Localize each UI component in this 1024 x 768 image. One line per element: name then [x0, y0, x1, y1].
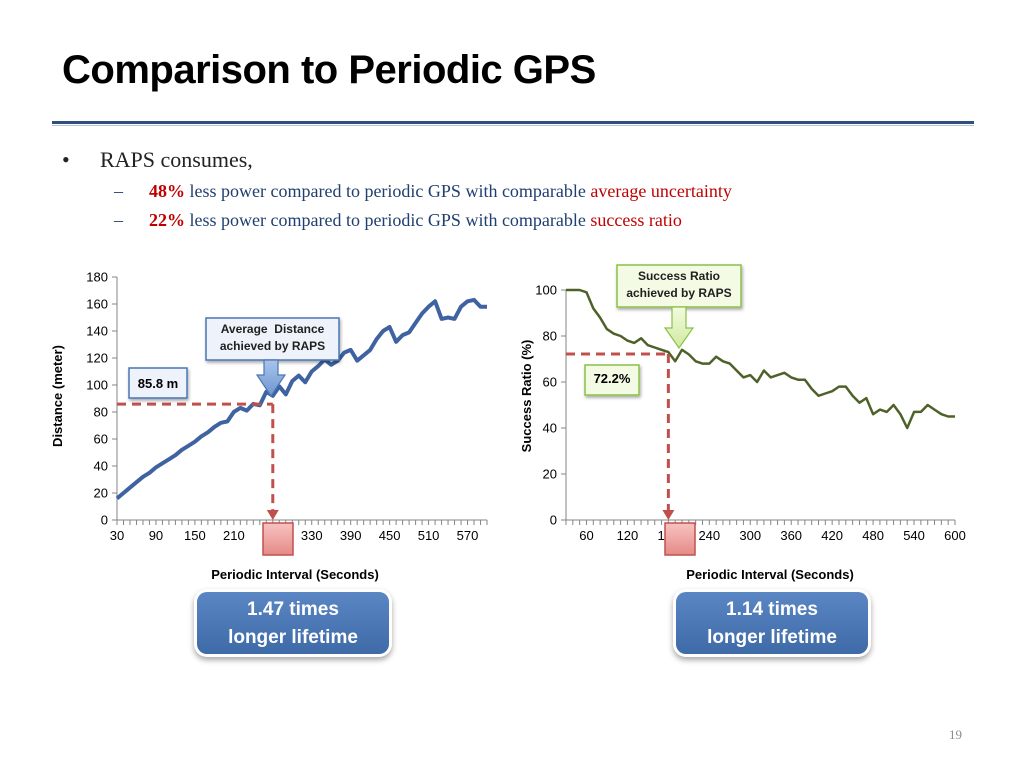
- left-chart-xlabel: Periodic Interval (Seconds): [211, 567, 379, 582]
- y-tick-label: 20: [543, 467, 557, 482]
- left-value-box: [128, 367, 188, 399]
- x-tick-label: 120: [617, 528, 639, 543]
- y-tick-label: 60: [543, 375, 557, 390]
- right-tick-highlight-box: [664, 522, 696, 556]
- y-tick-label: 60: [94, 432, 108, 447]
- sub-bullet-2-pct: 22%: [149, 210, 185, 230]
- dash-icon: –: [114, 181, 123, 201]
- sub-bullet-2-highlight: success ratio: [590, 210, 682, 230]
- left-callout-text: Average Distance achieved by RAPS: [219, 322, 328, 353]
- right-chart: 0204060801006012018024030036042048054060…: [519, 264, 966, 582]
- x-tick-label: 570: [457, 528, 479, 543]
- right-chart-axes: [561, 289, 956, 525]
- left-lifetime-line2: longer lifetime: [228, 627, 358, 648]
- l-arrowhead-icon: [266, 510, 279, 520]
- x-tick-label: 480: [862, 528, 884, 543]
- right-chart-xlabel: Periodic Interval (Seconds): [686, 567, 854, 582]
- title-rule-light: [52, 125, 974, 126]
- x-tick-label: 330: [301, 528, 323, 543]
- left-tick-highlight-box: [262, 522, 294, 556]
- bullet-dot: •: [62, 147, 70, 172]
- x-tick-label: 360: [780, 528, 802, 543]
- left-value-label: 85.8 m: [128, 367, 188, 399]
- r-arrowhead-icon: [662, 510, 675, 520]
- left-lifetime-line1: 1.47 times: [247, 599, 339, 620]
- right-callout-text: Success Ratio achieved by RAPS: [626, 269, 732, 300]
- x-tick-label: 90: [149, 528, 163, 543]
- y-tick-label: 20: [94, 486, 108, 501]
- y-tick-label: 100: [535, 283, 557, 298]
- left-chart-series-line: [115, 297, 487, 500]
- sub-bullet-1: – 48% less power compared to periodic GPS…: [62, 181, 732, 202]
- left-chart-marker: [117, 402, 279, 520]
- x-tick-label: 450: [379, 528, 401, 543]
- right-lifetime-badge: 1.14 times longer lifetime: [676, 592, 868, 654]
- slide-title: Comparison to Periodic GPS: [62, 48, 596, 92]
- left-callout-box: [205, 317, 340, 361]
- bullet-list: • RAPS consumes, – 48% less power compared…: [62, 147, 732, 231]
- left-callout-text-wrap: Average Distance achieved by RAPS: [219, 322, 328, 353]
- right-chart-series-line: [566, 288, 955, 430]
- y-tick-label: 40: [543, 421, 557, 436]
- right-value-box: [584, 364, 640, 396]
- left-value-text: 85.8 m: [138, 376, 178, 391]
- dash-icon: –: [114, 210, 123, 230]
- left-chart-ylabel: Distance (meter): [50, 345, 65, 447]
- x-tick-label: 60: [579, 528, 593, 543]
- bullet-main-text: RAPS consumes,: [100, 147, 253, 172]
- x-tick-label: 540: [903, 528, 925, 543]
- x-tick-label: 510: [418, 528, 440, 543]
- bullet-main: • RAPS consumes,: [62, 147, 732, 173]
- right-callout-arrow: [663, 306, 695, 350]
- sub-bullet-2-text: less power compared to periodic GPS with…: [189, 210, 591, 230]
- x-tick-label: 390: [340, 528, 362, 543]
- x-tick-label: 150: [184, 528, 206, 543]
- x-tick-label: 600: [944, 528, 966, 543]
- right-chart-ylabel: Success Ratio (%): [519, 340, 534, 453]
- left-chart-tick-labels: 0204060801001201401601803090150210270330…: [86, 270, 478, 544]
- y-tick-label: 120: [86, 351, 108, 366]
- right-lifetime-line2: longer lifetime: [707, 627, 837, 648]
- sub-bullet-1-text: less power compared to periodic GPS with…: [189, 181, 591, 201]
- y-tick-label: 140: [86, 324, 108, 339]
- y-tick-label: 0: [550, 513, 557, 528]
- left-lifetime-badge: 1.47 times longer lifetime: [197, 592, 389, 654]
- right-value-label: 72.2%: [584, 364, 640, 396]
- right-chart-marker: [566, 352, 675, 520]
- x-tick-label: 300: [739, 528, 761, 543]
- right-chart-callout: Success Ratio achieved by RAPS: [616, 264, 742, 350]
- x-tick-label: 240: [698, 528, 720, 543]
- y-tick-label: 80: [94, 405, 108, 420]
- left-chart-callout: Average Distance achieved by RAPS: [205, 317, 340, 398]
- left-chart-axes: [112, 276, 488, 525]
- y-tick-label: 180: [86, 270, 108, 285]
- y-tick-label: 100: [86, 378, 108, 393]
- sub-bullet-2: – 22% less power compared to periodic GPS…: [62, 210, 732, 231]
- y-tick-label: 160: [86, 297, 108, 312]
- y-tick-label: 80: [543, 329, 557, 344]
- x-tick-label: 210: [223, 528, 245, 543]
- y-tick-label: 0: [101, 513, 108, 528]
- right-value-text: 72.2%: [594, 371, 631, 386]
- left-chart: 0204060801001201401601803090150210270330…: [50, 270, 488, 582]
- left-callout-arrow: [255, 359, 287, 398]
- title-rule: [52, 121, 974, 124]
- right-lifetime-line1: 1.14 times: [726, 599, 818, 620]
- y-tick-label: 40: [94, 459, 108, 474]
- x-tick-label: 420: [821, 528, 843, 543]
- right-callout-text-wrap: Success Ratio achieved by RAPS: [626, 269, 732, 300]
- sub-bullet-1-pct: 48%: [149, 181, 185, 201]
- page-number: 19: [949, 727, 962, 742]
- x-tick-label: 30: [110, 528, 124, 543]
- sub-bullet-1-highlight: average uncertainty: [590, 181, 732, 201]
- right-chart-tick-labels: 0204060801006012018024030036042048054060…: [535, 283, 966, 544]
